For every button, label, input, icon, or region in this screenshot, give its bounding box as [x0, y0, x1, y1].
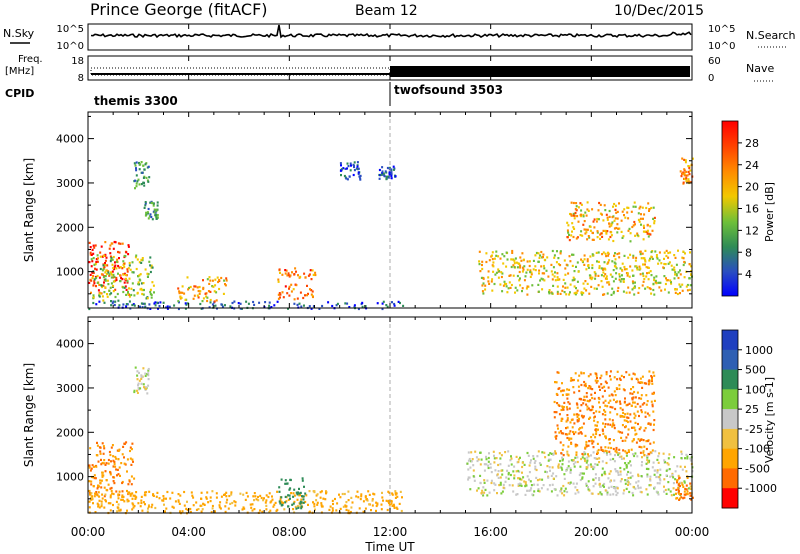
power-colorbar-tick: 16 [745, 203, 759, 216]
freq-tick-high: 18 [71, 56, 84, 67]
velocity-region-2 [133, 366, 150, 395]
velocity-colorbar-swatch [722, 448, 738, 469]
power-region-7 [339, 161, 362, 181]
freq-label: Freq. [18, 54, 43, 65]
noise-panel: N.Sky 10^5 10^0 10^5 10^0 N.Search [3, 23, 796, 52]
velocity-colorbar-tick: -1000 [745, 482, 777, 495]
power-ylabel: Slant Range [km] [22, 158, 36, 262]
velocity-ytick-label: 3000 [56, 382, 84, 395]
freq-tick-low: 8 [78, 73, 84, 84]
power-ytick-label: 1000 [56, 266, 84, 279]
cpid-label: CPID [5, 87, 34, 100]
power-ytick-label: 3000 [56, 177, 84, 190]
velocity-region-6 [675, 476, 694, 501]
noise-right-tick-high: 10^5 [708, 24, 735, 35]
noise-sky-label: N.Sky [3, 27, 35, 40]
velocity-colorbar-tick: 500 [745, 364, 766, 377]
power-region-4 [143, 200, 159, 221]
station-title: Prince George (fitACF) [90, 0, 268, 19]
power-region-1 [90, 254, 155, 303]
velocity-ylabel: Slant Range [km] [22, 363, 36, 467]
noise-search-label: N.Search [746, 29, 796, 42]
velocity-ytick-label: 4000 [56, 338, 84, 351]
velocity-colorbar-label: Velocity [m s-1] [763, 377, 776, 463]
time-tick-label: 04:00 [171, 525, 206, 539]
nave-label: Nave [746, 62, 774, 75]
power-region-11 [679, 157, 694, 185]
time-tick-label: 12:00 [373, 525, 408, 539]
noise-left-tick-high: 10^5 [57, 24, 84, 35]
power-colorbar: 28 24 20 16 12 8 4 Power [dB] [721, 120, 776, 297]
power-region-8 [378, 165, 397, 181]
velocity-colorbar-swatch [722, 389, 738, 410]
beam-title: Beam 12 [355, 3, 418, 19]
time-tick-label: 16:00 [473, 525, 508, 539]
cpid-segments: themis 3300 twofsound 3503 [94, 82, 503, 108]
power-region-5 [177, 276, 228, 303]
power-panel: 1000 2000 3000 4000 Slant Range [km] [22, 111, 694, 311]
power-region-10 [566, 201, 656, 243]
velocity-colorbar-tick: -100 [745, 443, 770, 456]
velocity-region-3 [278, 477, 307, 510]
velocity-panel: 1000 2000 3000 4000 Slant Range [km] [22, 316, 694, 515]
velocity-colorbar-swatch [722, 468, 738, 489]
time-tick-label: 00:00 [71, 525, 106, 539]
velocity-colorbar-swatch [722, 369, 738, 390]
power-colorbar-tick: 8 [745, 246, 752, 259]
velocity-colorbar-swatch [722, 428, 738, 450]
power-colorbar-tick: 20 [745, 181, 759, 194]
power-colorbar-tick: 24 [745, 159, 759, 172]
velocity-ytick-label: 1000 [56, 471, 84, 484]
velocity-colorbar-swatch [722, 488, 738, 509]
velocity-ytick-label: 2000 [56, 426, 84, 439]
velocity-colorbar-swatch [722, 330, 738, 351]
time-axis-label: Time UT [364, 540, 415, 554]
nave-tick-high: 60 [708, 56, 721, 67]
time-tick-label: 08:00 [272, 525, 307, 539]
time-tick-label: 00:00 [675, 525, 710, 539]
noise-left-tick-low: 10^0 [57, 41, 84, 52]
cpid-segment-themis: themis 3300 [94, 94, 178, 108]
power-colorbar-tick: 4 [745, 268, 752, 281]
power-ytick-label: 4000 [56, 133, 84, 146]
nave-tick-low: 0 [708, 73, 714, 84]
velocity-colorbar-tick: 100 [745, 383, 766, 396]
velocity-colorbar-tick: 25 [745, 403, 759, 416]
velocity-colorbar-tick: 1000 [745, 344, 773, 357]
velocity-colorbar-tick: -500 [745, 462, 770, 475]
power-colorbar-tick: 12 [745, 224, 759, 237]
date-title: 10/Dec/2015 [614, 3, 704, 19]
power-colorbar-label: Power [dB] [763, 182, 776, 242]
velocity-region-0 [88, 441, 136, 501]
time-tick-label: 20:00 [574, 525, 609, 539]
freq-unit-label: [MHz] [5, 66, 34, 77]
noise-sky-trace [90, 24, 692, 39]
nave-right-block [390, 66, 690, 77]
time-axis: 00:00 04:00 08:00 12:00 16:00 20:00 00:00 [71, 24, 710, 539]
noise-right-tick-low: 10^0 [708, 41, 735, 52]
velocity-colorbar-swatch [722, 409, 738, 430]
power-region-9 [478, 249, 693, 296]
power-region-3 [133, 161, 151, 190]
velocity-colorbar: 1000 500 100 25 -25 -100 -500 -1000 Velocity [m… [721, 329, 777, 509]
power-colorbar-tick: 28 [745, 137, 759, 150]
velocity-colorbar-swatch [722, 349, 738, 371]
power-region-6 [277, 267, 317, 301]
velocity-colorbar-tick: -25 [745, 423, 763, 436]
cpid-segment-twofsound: twofsound 3503 [394, 83, 503, 97]
velocity-region-5 [553, 370, 656, 457]
power-ytick-label: 2000 [56, 221, 84, 234]
